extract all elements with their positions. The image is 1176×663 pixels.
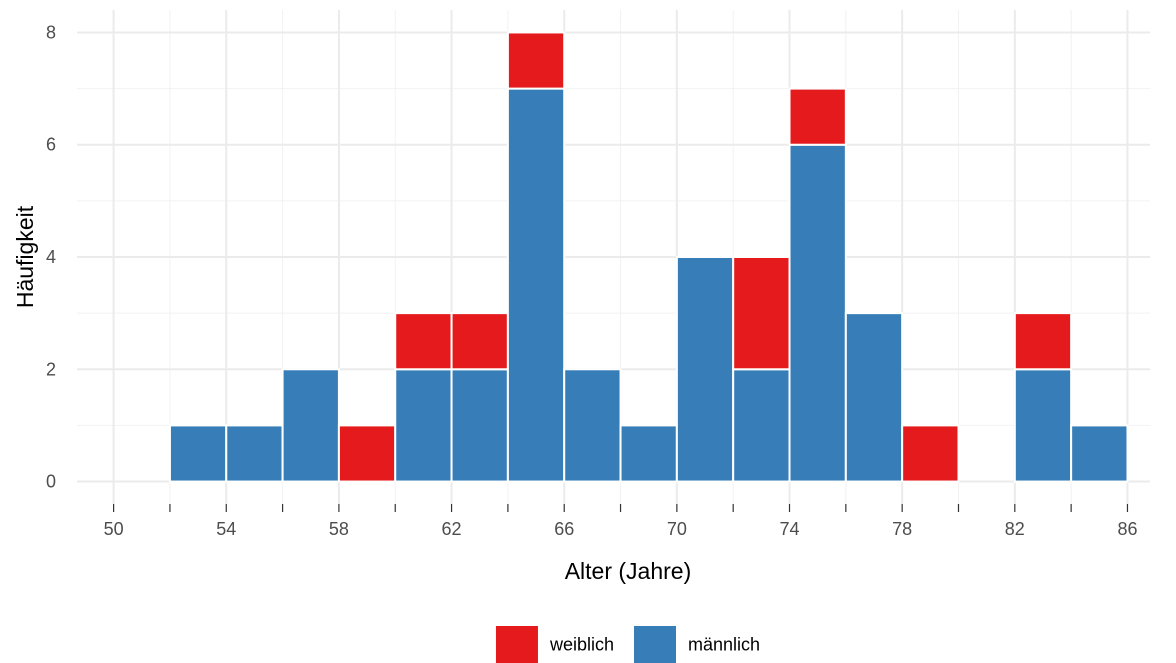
bar-maennlich (225, 424, 284, 483)
bar-maennlich (788, 143, 847, 483)
x-tick-label: 74 (780, 519, 800, 539)
bar-weiblich (450, 312, 509, 371)
legend-label-weiblich: weiblich (549, 635, 614, 655)
y-tick-label: 2 (46, 359, 56, 379)
bar-weiblich (1013, 312, 1073, 371)
bar-maennlich (619, 424, 678, 483)
legend-key-maennlich (633, 626, 676, 663)
x-axis-title: Alter (Jahre) (565, 558, 692, 584)
legend-item-weiblich: weiblich (495, 626, 614, 663)
legend-label-maennlich: männlich (688, 635, 760, 655)
y-tick-label: 8 (46, 22, 56, 42)
bar-maennlich (506, 87, 566, 483)
x-tick-label: 58 (329, 519, 349, 539)
x-tick-label: 86 (1117, 519, 1137, 539)
legend-item-maennlich: männlich (633, 626, 760, 663)
x-tick-label: 78 (892, 519, 912, 539)
x-axis-ticks: 50 54 58 62 66 70 74 78 82 86 (104, 504, 1137, 539)
bar-weiblich (394, 312, 453, 371)
legend-key-weiblich (495, 626, 538, 663)
bar-maennlich (168, 424, 228, 483)
x-tick-label: 82 (1005, 519, 1025, 539)
y-axis-ticks: 0 2 4 6 8 (46, 22, 56, 491)
bar-maennlich (394, 368, 453, 483)
bar-maennlich (281, 368, 340, 483)
bar-maennlich (732, 368, 791, 483)
bar-maennlich (844, 312, 904, 483)
legend: weiblich männlich (495, 626, 760, 663)
x-tick-label: 50 (104, 519, 124, 539)
y-axis-title: Häufigkeit (12, 205, 38, 308)
x-tick-label: 66 (554, 519, 574, 539)
y-tick-label: 6 (46, 135, 56, 155)
bar-weiblich (506, 31, 566, 90)
bar-maennlich (675, 256, 735, 483)
bar-maennlich (1070, 424, 1129, 483)
bar-maennlich (563, 368, 622, 483)
bar-weiblich (337, 424, 397, 483)
bar-weiblich (901, 424, 960, 483)
bars (168, 31, 1129, 483)
x-tick-label: 54 (216, 519, 236, 539)
x-tick-label: 62 (442, 519, 462, 539)
x-tick-label: 70 (667, 519, 687, 539)
y-tick-label: 4 (46, 247, 56, 267)
bar-weiblich (788, 87, 847, 146)
y-tick-label: 0 (46, 472, 56, 492)
bar-weiblich (732, 256, 791, 371)
bar-maennlich (450, 368, 509, 483)
bar-maennlich (1013, 368, 1073, 483)
